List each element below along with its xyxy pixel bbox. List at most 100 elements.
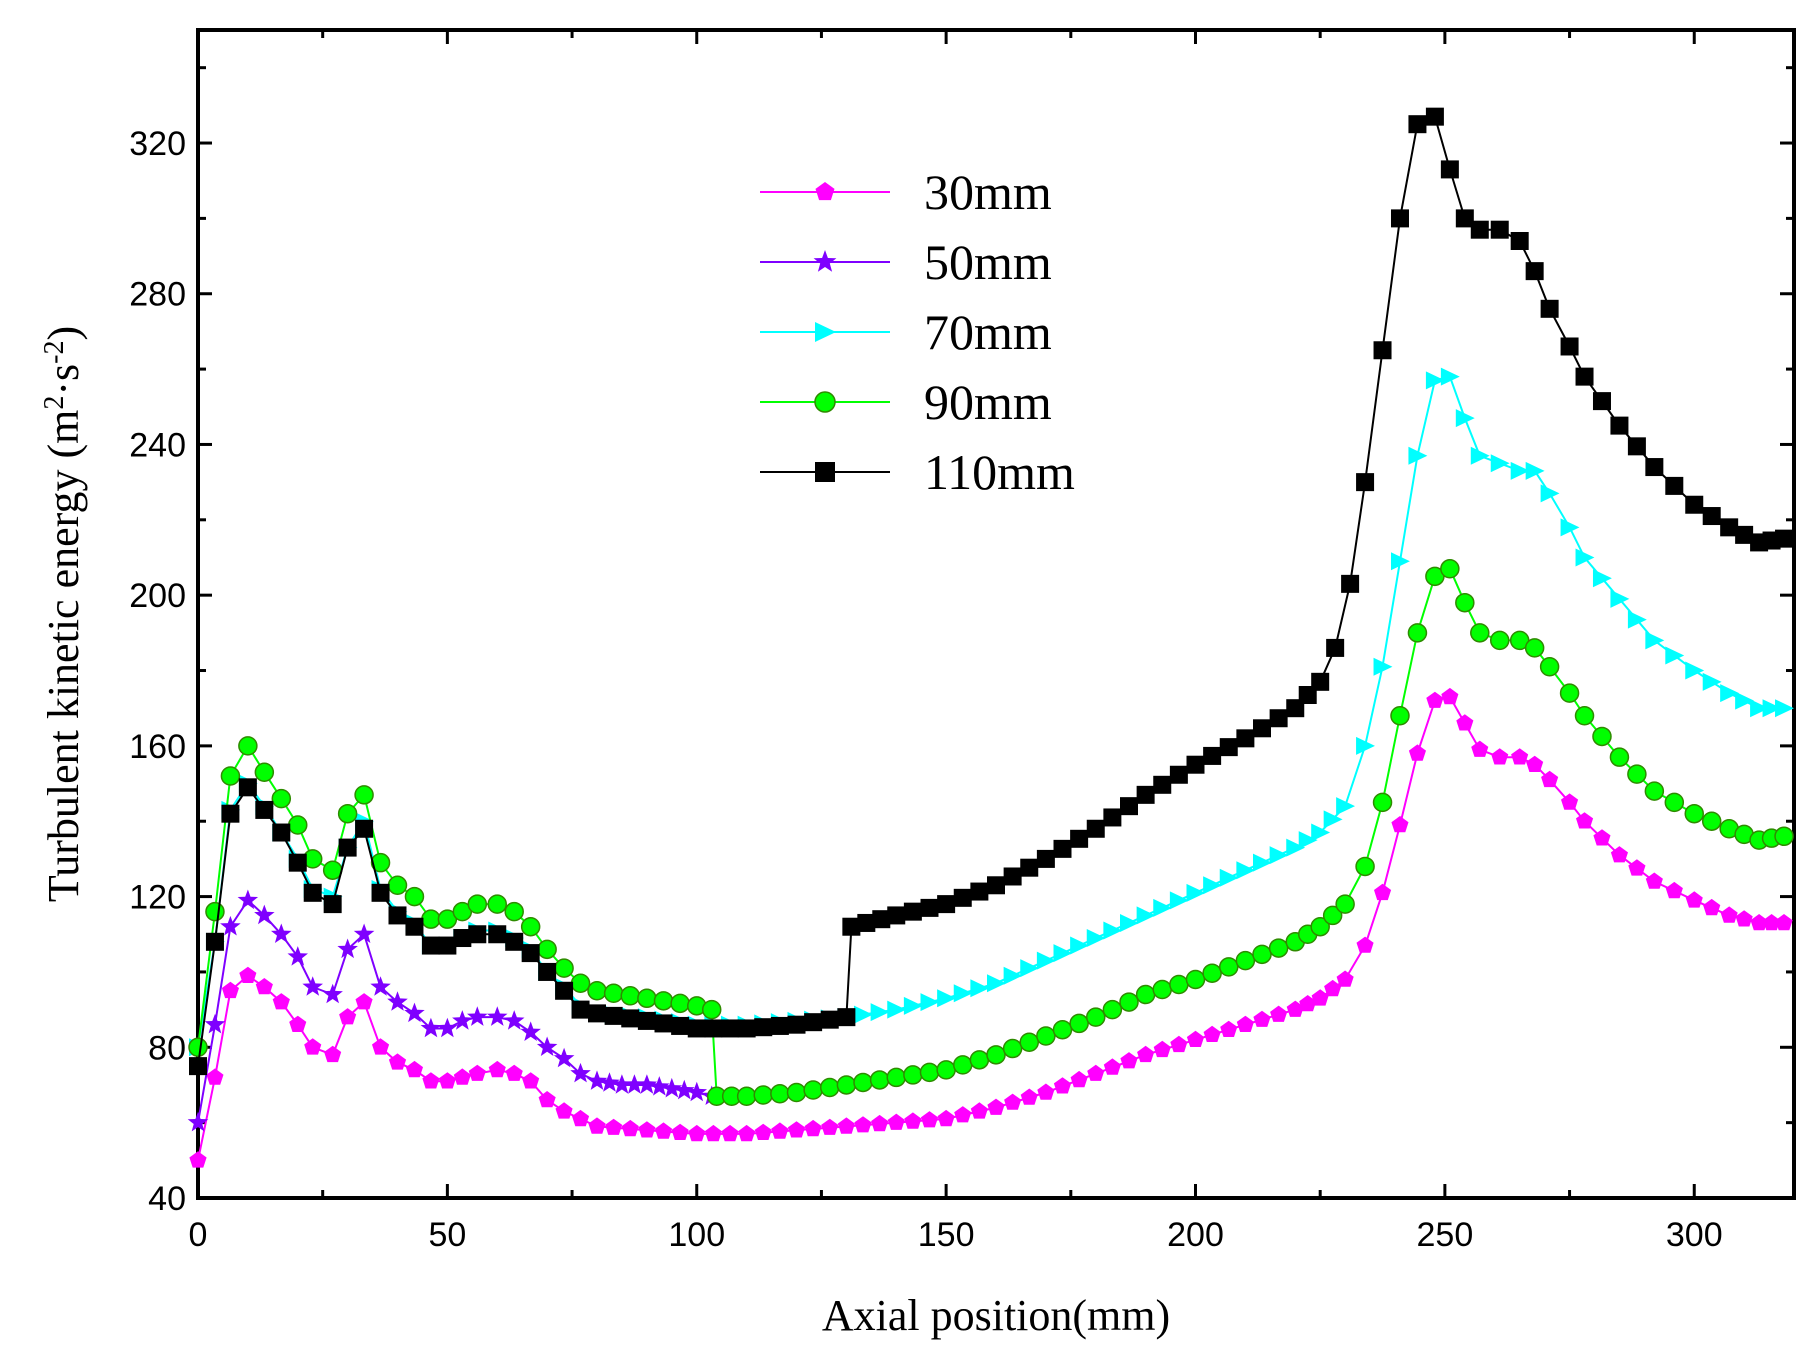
data-point-70mm (1735, 691, 1755, 710)
data-point-50mm (254, 904, 275, 925)
data-point-90mm (1119, 992, 1139, 1012)
data-point-30mm (1471, 740, 1489, 757)
data-point-90mm (421, 909, 441, 929)
data-point-30mm (837, 1117, 855, 1134)
data-point-30mm (1186, 1030, 1205, 1047)
data-point-70mm (1720, 684, 1740, 703)
data-point-30mm (453, 1068, 471, 1085)
data-point-110mm (1665, 476, 1684, 495)
data-point-30mm (1610, 846, 1628, 863)
data-point-110mm (1003, 867, 1022, 886)
data-point-30mm (1541, 770, 1559, 788)
data-point-90mm (1574, 705, 1595, 726)
data-point-90mm (220, 766, 241, 786)
data-point-30mm (1391, 816, 1409, 833)
data-point-50mm (322, 983, 343, 1004)
data-point-90mm (919, 1062, 940, 1083)
data-point-70mm (1425, 371, 1445, 390)
data-point-70mm (1592, 569, 1612, 588)
data-point-30mm (871, 1114, 889, 1132)
data-point-90mm (670, 993, 690, 1014)
data-point-110mm (421, 936, 440, 955)
y-axis-title-mid: ·s (39, 364, 88, 396)
data-point-110mm (1440, 160, 1459, 179)
data-point-30mm (970, 1102, 988, 1119)
data-point-110mm (538, 962, 557, 981)
data-point-30mm (1775, 914, 1793, 931)
data-point-70mm (987, 974, 1006, 993)
data-point-30mm (422, 1072, 440, 1089)
series-110mm (189, 107, 1794, 1076)
legend-label: 70mm (924, 304, 1052, 360)
data-point-50mm (437, 1017, 458, 1038)
data-point-110mm (920, 898, 939, 917)
data-point-30mm (405, 1060, 423, 1078)
data-point-50mm (487, 1006, 508, 1026)
data-point-110mm (604, 1006, 623, 1025)
data-point-30mm (324, 1045, 342, 1063)
x-axis: 0 50 100 150 200 250 300 (189, 30, 1723, 1254)
data-point-30mm (522, 1072, 540, 1089)
data-point-50mm (452, 1010, 473, 1030)
data-point-110mm (953, 888, 972, 907)
data-point-110mm (1236, 729, 1255, 748)
series-50mm (187, 889, 722, 1132)
data-point-30mm (488, 1060, 506, 1078)
data-point-110mm (1341, 574, 1360, 593)
data-point-70mm (1490, 454, 1510, 473)
data-point-110mm (303, 883, 322, 902)
data-point-30mm (1576, 812, 1594, 829)
data-point-110mm (1203, 746, 1222, 765)
data-point-90mm (969, 1050, 990, 1070)
data-point-110mm (189, 1057, 207, 1076)
data-point-30mm (221, 981, 239, 999)
data-point-110mm (1610, 416, 1629, 435)
data-point-90mm (1559, 683, 1580, 703)
data-point-90mm (1684, 803, 1704, 824)
data-point-90mm (1390, 705, 1410, 726)
y-tick-label: 120 (129, 879, 186, 917)
data-point-110mm (1086, 819, 1105, 838)
data-point-50mm (636, 1074, 658, 1094)
data-point-30mm (1220, 1020, 1238, 1037)
data-point-90mm (1592, 726, 1612, 747)
data-point-90mm (587, 981, 607, 1001)
data-point-50mm (599, 1072, 620, 1092)
data-point-30mm (754, 1123, 772, 1140)
series-30mm (189, 687, 1793, 1168)
data-point-90mm (1407, 623, 1428, 643)
data-point-110mm (1735, 525, 1754, 544)
y-axis-title: Turbulent kinetic energy (m2·s-2) (39, 326, 89, 902)
data-point-90mm (986, 1045, 1006, 1065)
x-tick-label: 300 (1666, 1216, 1723, 1254)
data-point-30mm (1053, 1077, 1072, 1094)
data-point-50mm (624, 1074, 645, 1094)
data-point-90mm (1069, 1013, 1089, 1034)
data-point-110mm (1053, 839, 1072, 858)
data-point-70mm (1120, 913, 1139, 932)
legend-marker (815, 462, 835, 482)
data-point-110mm (1311, 672, 1330, 691)
data-point-70mm (920, 993, 940, 1012)
data-point-70mm (1086, 929, 1106, 948)
data-point-110mm (1373, 341, 1392, 360)
data-point-110mm (671, 1016, 690, 1035)
data-point-30mm (887, 1113, 905, 1130)
data-point-30mm (1441, 687, 1459, 705)
data-point-70mm (1470, 446, 1490, 465)
data-point-90mm (387, 875, 408, 896)
data-point-110mm (1020, 858, 1039, 877)
data-point-90mm (288, 815, 308, 835)
legend-item-30mm: 30mm (760, 164, 1052, 220)
data-point-50mm (271, 923, 292, 943)
x-tick-label: 100 (668, 1216, 725, 1254)
data-point-110mm (654, 1014, 673, 1033)
data-point-110mm (1560, 337, 1579, 356)
data-point-110mm (637, 1011, 656, 1030)
data-point-90mm (886, 1067, 906, 1088)
data-point-90mm (1252, 944, 1272, 965)
data-point-30mm (289, 1015, 307, 1032)
data-point-30mm (1703, 898, 1721, 916)
data-point-110mm (205, 932, 224, 951)
